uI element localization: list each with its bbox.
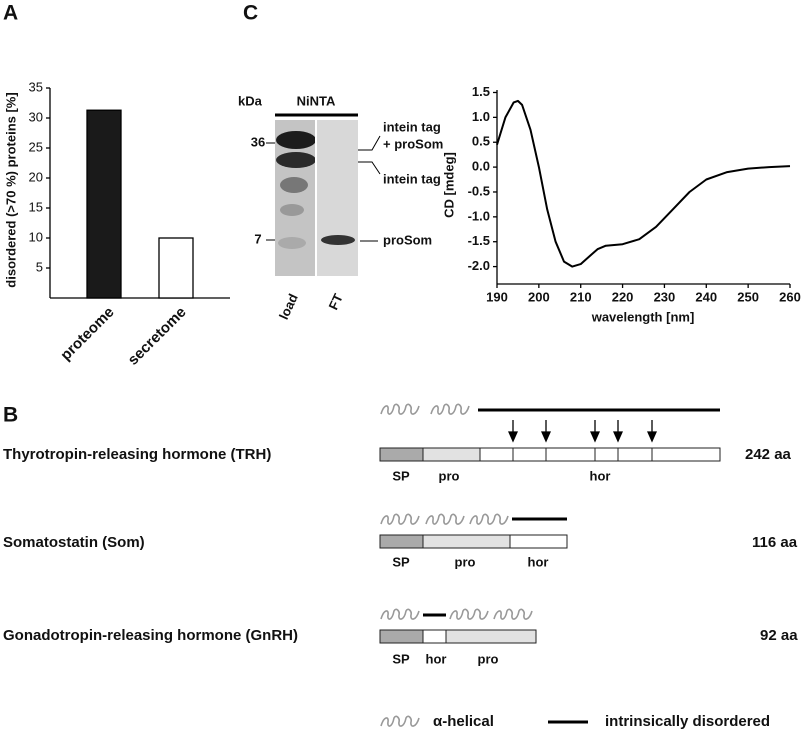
protein-length: 242 aa xyxy=(745,446,792,463)
band xyxy=(278,237,306,249)
band xyxy=(276,152,316,168)
y-axis-label: CD [mdeg] xyxy=(441,152,456,218)
domain-diagram: B Thyrotropin-releasing hormone (TRH) SP… xyxy=(3,403,798,730)
y-tick-label: 1.5 xyxy=(472,84,490,99)
band xyxy=(280,204,304,216)
domain-label: pro xyxy=(455,554,476,569)
domain-label: hor xyxy=(528,554,549,569)
legend-label: α-helical xyxy=(433,713,494,730)
legend-label: intrinsically disordered xyxy=(605,713,770,730)
domain-label: hor xyxy=(590,468,611,483)
y-tick-label: 10 xyxy=(29,229,43,244)
band xyxy=(276,131,316,149)
band xyxy=(280,177,308,193)
y-tick-label: 25 xyxy=(29,139,43,154)
cd-curve xyxy=(496,99,791,268)
domain-label: pro xyxy=(439,468,460,483)
x-tick-label: 240 xyxy=(695,289,717,304)
lane-label: FT xyxy=(326,291,346,312)
y-tick-label: 5 xyxy=(36,259,43,274)
annotation: intein tag xyxy=(383,171,441,186)
unit: kDa xyxy=(238,93,263,108)
pointer xyxy=(358,135,381,151)
segment xyxy=(651,447,721,462)
segment xyxy=(594,447,619,462)
y-axis-label: disordered (>70 %) proteins [%] xyxy=(3,92,18,287)
annotation: + proSom xyxy=(383,136,443,151)
protein-length: 92 aa xyxy=(760,627,798,644)
x-axis-label: wavelength [nm] xyxy=(591,309,695,324)
x-tick-label: 220 xyxy=(612,289,634,304)
annotation: intein tag xyxy=(383,119,441,134)
y-tick-label: 15 xyxy=(29,199,43,214)
cd-chart: wavelength [nm] CD [mdeg] -2.0 -1.5 -1.0 -0… xyxy=(441,84,800,325)
x-tick-label: 200 xyxy=(528,289,550,304)
sp-domain xyxy=(379,629,424,644)
domain-label: pro xyxy=(478,651,499,666)
y-tick-label: 0.0 xyxy=(472,159,490,174)
segment xyxy=(545,447,596,462)
annotation: proSom xyxy=(383,232,432,247)
pointer xyxy=(358,161,381,175)
x-tick-label: proteome xyxy=(57,304,117,364)
y-tick-label: 35 xyxy=(29,79,43,94)
segment xyxy=(479,447,514,462)
segment xyxy=(512,447,547,462)
pro-domain xyxy=(445,629,537,644)
sp-domain xyxy=(379,447,424,462)
panel-label: A xyxy=(3,2,18,25)
panel-label: B xyxy=(3,404,18,427)
pro-domain xyxy=(422,447,481,462)
segment xyxy=(617,447,653,462)
y-tick-label: -2.0 xyxy=(468,258,490,273)
bar xyxy=(158,237,194,299)
bar xyxy=(86,109,122,299)
domain-label: SP xyxy=(392,468,410,483)
domain-label: hor xyxy=(426,651,447,666)
band xyxy=(321,235,355,245)
x-tick-label: 190 xyxy=(486,289,508,304)
header: NiNTA xyxy=(297,93,336,108)
cleavage-arrows xyxy=(507,420,658,443)
bar-chart: A disordered (>70 %) proteins [%] 5 10 15 2… xyxy=(3,2,230,369)
x-tick-label: 250 xyxy=(737,289,759,304)
y-tick-label: -1.0 xyxy=(468,208,490,223)
protein-name: Thyrotropin-releasing hormone (TRH) xyxy=(3,446,271,463)
western-blot: C kDa NiNTA 36 7 load FT intein tag + pr… xyxy=(238,2,443,322)
domain-label: SP xyxy=(392,651,410,666)
marker-label: 7 xyxy=(254,231,261,246)
x-tick-label: 230 xyxy=(654,289,676,304)
x-tick-label: secretome xyxy=(125,304,190,369)
y-tick-label: 1.0 xyxy=(472,109,490,124)
y-tick-label: -0.5 xyxy=(468,183,490,198)
panel-label: C xyxy=(243,2,258,25)
sp-domain xyxy=(379,534,424,549)
domain-label: SP xyxy=(392,554,410,569)
protein-length: 116 aa xyxy=(752,534,798,551)
protein-name: Somatostatin (Som) xyxy=(3,534,145,551)
hor-domain xyxy=(422,629,447,644)
y-tick-label: -1.5 xyxy=(468,233,490,248)
lane-label: load xyxy=(276,291,301,322)
y-tick-label: 0.5 xyxy=(472,134,490,149)
pro-domain xyxy=(422,534,511,549)
x-tick-label: 260 xyxy=(779,289,801,304)
hor-domain xyxy=(509,534,568,549)
y-tick-label: 20 xyxy=(29,169,43,184)
protein-name: Gonadotropin-releasing hormone (GnRH) xyxy=(3,627,298,644)
marker-label: 36 xyxy=(251,134,265,149)
y-tick-label: 30 xyxy=(29,109,43,124)
x-tick-label: 210 xyxy=(570,289,592,304)
